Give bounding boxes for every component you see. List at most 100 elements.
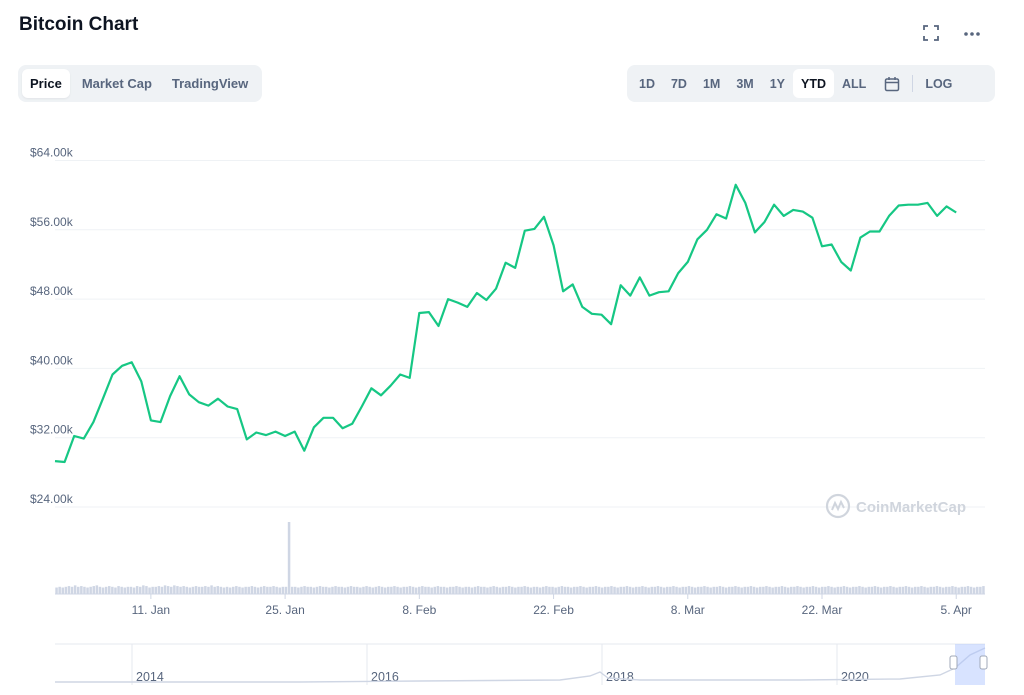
volume-bar: [163, 585, 167, 594]
volume-bar: [706, 586, 709, 594]
range-1d-button[interactable]: 1D: [639, 76, 655, 91]
volume-bar: [817, 587, 821, 594]
volume-bar: [418, 586, 421, 594]
volume-bar: [362, 586, 365, 594]
volume-bar: [352, 586, 356, 594]
range-7d-button[interactable]: 7D: [670, 76, 687, 91]
volume-bar: [256, 587, 260, 594]
volume-bar: [718, 586, 722, 594]
volume-bar: [616, 587, 619, 594]
volume-bar: [734, 586, 737, 594]
volume-bar: [424, 586, 427, 594]
volume-bar: [222, 587, 226, 594]
volume-bar: [507, 586, 511, 594]
volume-bar: [148, 587, 151, 594]
volume-bar: [111, 586, 114, 594]
volume-bars: [55, 522, 985, 594]
volume-bar: [120, 586, 123, 594]
volume-bar: [827, 586, 830, 594]
volume-bar: [777, 586, 781, 594]
volume-bar: [95, 585, 99, 594]
volume-bar: [935, 586, 939, 594]
volume-bar: [808, 586, 812, 594]
volume-bar: [796, 586, 799, 594]
volume-bar: [281, 586, 285, 594]
volume-bar: [647, 587, 650, 594]
volume-bar: [951, 586, 954, 594]
price-line-series: [54, 183, 957, 464]
volume-bar: [303, 586, 306, 594]
navigator-left-handle[interactable]: [949, 655, 958, 670]
volume-bar: [337, 586, 340, 594]
volume-bar: [557, 586, 560, 594]
volume-bar: [247, 586, 250, 594]
volume-bar: [839, 586, 843, 594]
range-3m-button[interactable]: 3M: [736, 76, 754, 91]
volume-bar: [194, 586, 198, 594]
volume-bar: [470, 587, 474, 594]
volume-bar: [700, 586, 703, 594]
volume-bar: [675, 586, 678, 594]
navigator-year-labels: 2014 2016 2018 2020: [131, 644, 869, 685]
x-axis-ticks: 11. Jan 25. Jan 8. Feb 22. Feb 8. Mar 22. Mar…: [132, 594, 972, 617]
volume-bar: [368, 586, 371, 594]
volume-bar: [867, 586, 870, 594]
volume-bar: [873, 586, 877, 594]
volume-bar: [139, 586, 142, 594]
volume-bar: [259, 586, 263, 594]
volume-bar: [721, 586, 725, 594]
range-ytd-button[interactable]: YTD: [793, 69, 835, 98]
volume-bar: [836, 586, 839, 594]
volume-bar: [697, 586, 700, 594]
volume-bar: [129, 586, 133, 594]
range-all-button[interactable]: ALL: [842, 76, 867, 91]
volume-bar: [520, 586, 523, 594]
range-1y-button[interactable]: 1Y: [769, 76, 786, 91]
volume-bar: [235, 586, 238, 594]
volume-bar: [213, 586, 216, 594]
volume-bar: [173, 585, 176, 594]
volume-bar: [752, 586, 756, 594]
volume-bar: [83, 586, 86, 594]
y-tick-label: $24.00k: [30, 492, 74, 506]
tab-price[interactable]: Price: [22, 69, 70, 98]
volume-bar: [294, 586, 297, 594]
tab-market-cap[interactable]: Market Cap: [81, 76, 152, 91]
tab-tradingview[interactable]: TradingView: [171, 76, 249, 91]
volume-bar: [858, 586, 861, 594]
volume-bar: [790, 586, 793, 594]
log-scale-button[interactable]: LOG: [925, 76, 953, 91]
volume-bar: [328, 587, 331, 594]
volume-bar: [275, 586, 278, 594]
navigator-year-label: 2018: [606, 670, 634, 684]
volume-bar: [982, 586, 985, 594]
volume-bar: [476, 586, 480, 594]
more-horizontal-icon[interactable]: [961, 22, 983, 44]
range-navigator[interactable]: 2014 2016 2018 2020: [55, 643, 988, 685]
volume-bar: [901, 586, 905, 594]
volume-bar: [225, 586, 229, 594]
volume-bar: [253, 586, 257, 594]
volume-bar: [473, 586, 477, 594]
volume-bar: [662, 587, 666, 594]
volume-bar: [421, 586, 424, 594]
volume-bar: [399, 587, 402, 594]
volume-bar: [405, 586, 409, 594]
expand-icon[interactable]: [920, 22, 942, 44]
volume-bar: [185, 586, 188, 594]
range-1m-button[interactable]: 1M: [702, 76, 721, 91]
volume-bar: [77, 586, 80, 594]
volume-bar: [263, 586, 266, 594]
navigator-right-handle[interactable]: [979, 655, 988, 670]
calendar-icon[interactable]: [874, 69, 908, 98]
volume-bar: [318, 586, 322, 594]
volume-bar: [687, 586, 691, 594]
volume-bar: [346, 586, 350, 594]
volume-bar: [892, 586, 895, 594]
volume-bar: [526, 586, 529, 594]
volume-bar: [182, 586, 185, 594]
x-tick-label: 22. Mar: [802, 603, 843, 617]
volume-bar: [768, 586, 771, 594]
volume-bar: [907, 586, 911, 594]
